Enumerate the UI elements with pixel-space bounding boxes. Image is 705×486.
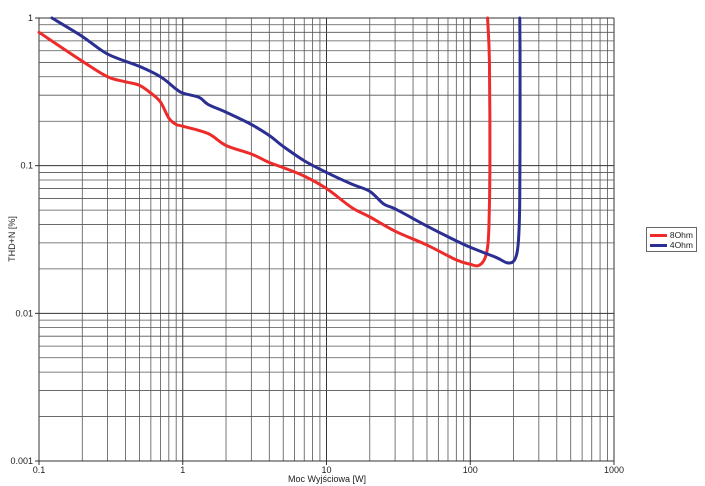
legend-label: 8Ohm: [669, 230, 693, 240]
x-tick-label: 1000: [604, 465, 624, 475]
legend-label: 4Ohm: [669, 240, 693, 250]
y-tick-label: 1: [28, 13, 33, 23]
x-tick-label: 10: [321, 465, 331, 475]
x-tick-label: 0.1: [33, 465, 46, 475]
y-tick-label: 0.01: [15, 308, 33, 318]
y-tick-label: 0.1: [20, 161, 33, 171]
legend-item-8ohm: 8Ohm: [650, 230, 693, 240]
x-axis-label: Moc Wyjściowa [W]: [288, 474, 366, 484]
y-tick-label: 0.001: [10, 456, 33, 466]
x-tick-label: 1: [180, 465, 185, 475]
legend: 8Ohm 4Ohm: [646, 227, 697, 252]
legend-swatch-8ohm: [650, 233, 667, 237]
x-tick-label: 100: [463, 465, 478, 475]
series-line-4ohm: [50, 16, 522, 265]
legend-swatch-4ohm: [650, 243, 667, 247]
series-line-8ohm: [37, 16, 492, 268]
legend-item-4ohm: 4Ohm: [650, 240, 693, 250]
y-axis-label: THD+N [%]: [7, 216, 17, 262]
